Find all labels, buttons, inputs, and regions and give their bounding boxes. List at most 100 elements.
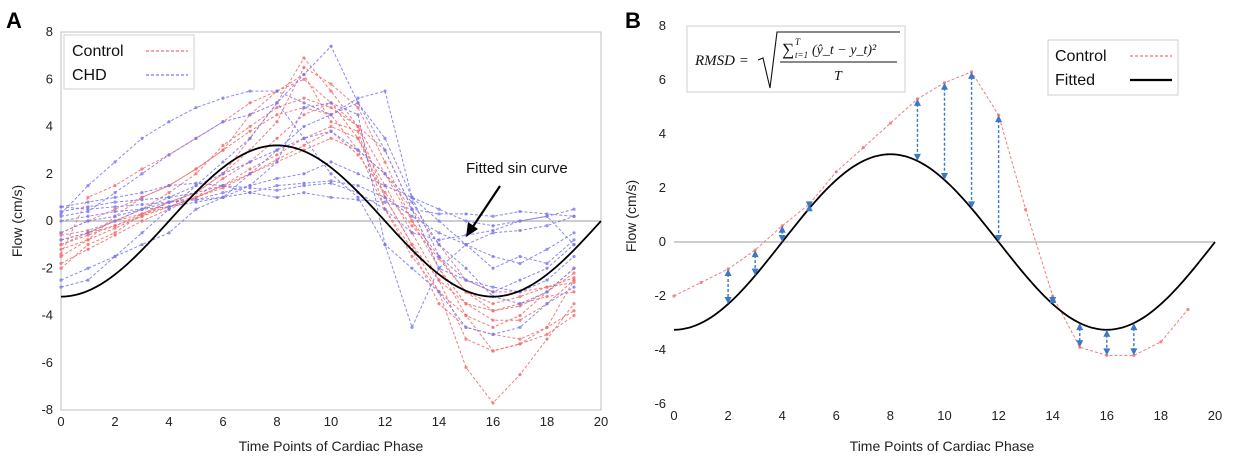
data-point-chd-a — [410, 207, 414, 211]
formula-sum-lower: t=1 — [795, 50, 808, 60]
data-point-chd-a — [329, 195, 333, 199]
data-point-chd-a — [140, 231, 144, 235]
data-point-chd-a — [113, 209, 117, 214]
data-point-control-a — [572, 313, 576, 318]
series-line-control-a — [60, 57, 575, 404]
data-point-chd-a — [383, 136, 387, 140]
data-point-chd-a — [248, 183, 252, 188]
y-tick-label-a: 8 — [46, 24, 53, 39]
data-point-chd-a — [86, 183, 90, 188]
data-point-control-a — [491, 349, 495, 353]
x-tick-label-a: 16 — [486, 414, 500, 429]
residual-arrows-b — [724, 71, 1138, 356]
data-point-control-a — [410, 224, 414, 228]
data-point-chd-a — [545, 278, 549, 282]
data-point-chd-a — [410, 195, 414, 199]
y-tick-label-a: -2 — [41, 260, 53, 275]
data-point-chd-a — [383, 207, 387, 211]
x-tick-label-b: 12 — [991, 408, 1005, 423]
residual-arrowhead-down — [913, 153, 921, 161]
x-tick-label-a: 12 — [378, 414, 392, 429]
data-point-chd-a — [248, 136, 252, 140]
data-point-control-a — [410, 243, 414, 247]
data-point-chd-a — [437, 266, 441, 270]
data-point-chd-a — [491, 214, 495, 218]
data-point-chd-a — [86, 205, 90, 209]
residual-arrowhead-down — [995, 235, 1003, 242]
panel-label-b: B — [625, 8, 641, 33]
data-point-control-a — [167, 191, 171, 195]
data-point-chd-a — [356, 172, 360, 176]
series-line-control-a — [60, 102, 575, 352]
x-tick-label-a: 18 — [540, 414, 554, 429]
data-point-chd-a — [275, 148, 279, 152]
data-point-chd-a — [383, 89, 387, 93]
data-point-chd-a — [302, 72, 306, 77]
panel-label-a: A — [6, 8, 22, 33]
data-point-control-a — [113, 231, 117, 235]
formula-sum-sign: ∑ — [782, 40, 794, 59]
data-point-chd-a — [383, 183, 387, 188]
data-point-chd-a — [113, 254, 117, 259]
data-point-chd-a — [518, 325, 522, 329]
y-tick-label-a: -8 — [41, 402, 53, 417]
residual-arrowhead-up — [724, 269, 732, 276]
data-point-control-a — [572, 278, 576, 282]
data-point-chd-a — [140, 202, 144, 207]
legend-a: Control CHD — [63, 34, 195, 90]
data-point-control-a — [248, 167, 252, 171]
data-point-control-a — [518, 313, 522, 318]
data-point-control-a — [59, 261, 63, 266]
data-point-control-a — [302, 113, 306, 117]
data-point-chd-a — [464, 266, 468, 270]
data-point-chd-a — [572, 238, 576, 242]
data-point-control-a — [140, 195, 144, 199]
data-point-chd-a — [464, 212, 468, 216]
data-point-chd-a — [248, 89, 252, 93]
data-point-control-a — [248, 101, 252, 105]
data-point-control-a — [275, 153, 279, 157]
data-point-control-a — [59, 254, 63, 259]
x-tick-label-b: 2 — [724, 408, 731, 423]
data-point-chd-a — [518, 261, 522, 266]
data-point-chd-a — [59, 219, 63, 223]
fitted-annotation-arrowhead — [466, 222, 478, 237]
data-point-chd-a — [140, 207, 144, 211]
data-point-chd-a — [221, 120, 225, 124]
data-point-control-a — [194, 172, 198, 176]
x-tick-label-b: 16 — [1100, 408, 1114, 423]
series-line-control-b — [673, 71, 1189, 356]
data-point-chd-a — [302, 191, 306, 195]
data-point-chd-a — [383, 172, 387, 176]
y-tick-label-b: -4 — [654, 342, 666, 357]
data-point-chd-a — [437, 207, 441, 211]
series-line-control-a — [60, 66, 575, 312]
data-point-chd-a — [59, 285, 63, 289]
data-point-control-a — [410, 254, 414, 259]
data-point-chd-a — [464, 219, 468, 223]
data-point-chd-a — [491, 285, 495, 289]
x-tick-label-a: 2 — [111, 414, 118, 429]
data-point-chd-a — [59, 209, 63, 214]
data-point-control-a — [491, 302, 495, 306]
data-point-chd-a — [302, 106, 306, 110]
data-point-control-a — [86, 247, 90, 251]
formula-sum-upper: T — [795, 37, 801, 47]
x-tick-label-b: 8 — [887, 408, 894, 423]
data-point-control-a — [572, 302, 576, 306]
data-point-control-a — [221, 186, 225, 190]
residual-arrowhead-up — [1076, 323, 1084, 331]
data-point-chd-a — [329, 113, 333, 117]
series-line-chd-a — [60, 130, 575, 305]
residual-arrowhead-up — [941, 82, 948, 90]
x-tick-label-a: 20 — [594, 414, 608, 429]
series-line-control-a — [60, 130, 575, 305]
data-point-control-a — [86, 243, 90, 247]
data-point-chd-a — [356, 195, 360, 199]
y-axis-label-b: Flow (cm/s) — [623, 180, 639, 252]
data-point-control-a — [59, 243, 63, 247]
data-point-control-b — [834, 170, 838, 174]
legend-box-a — [63, 34, 195, 90]
y-tick-label-a: 6 — [46, 71, 53, 86]
data-point-control-a — [437, 302, 441, 306]
